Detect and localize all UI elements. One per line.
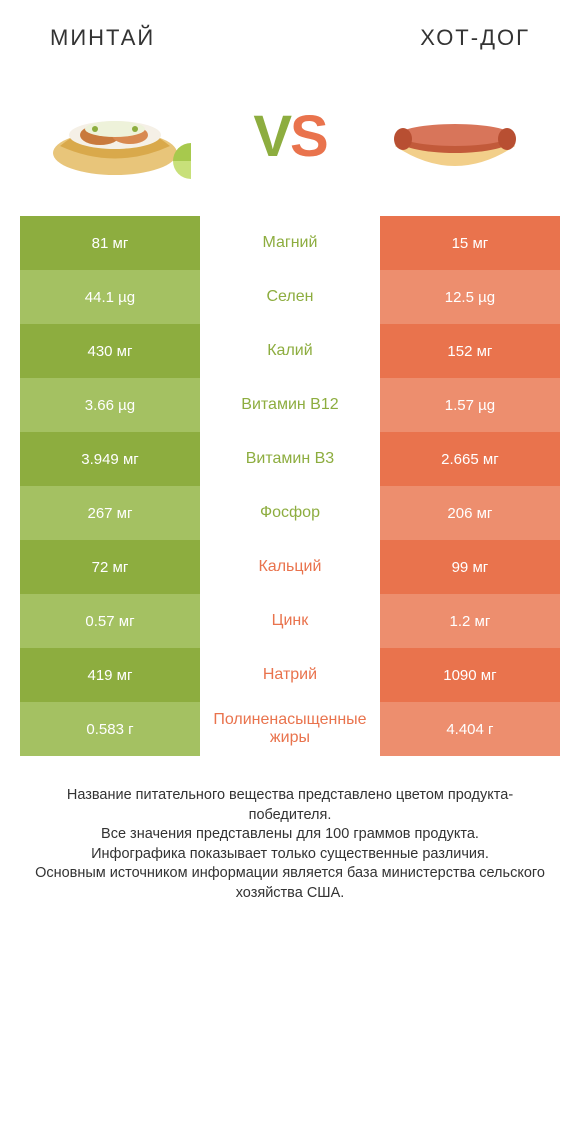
fish-taco-icon: [45, 91, 205, 181]
footnote: Название питательного вещества представл…: [20, 756, 560, 903]
right-value-cell: 152 мг: [380, 324, 560, 378]
left-value-cell: 430 мг: [20, 324, 200, 378]
left-value-cell: 419 мг: [20, 648, 200, 702]
right-value-cell: 2.665 мг: [380, 432, 560, 486]
nutrient-name-cell: Полиненасыщенные жиры: [200, 702, 380, 756]
infographic-container: МИНТАЙ ХОТ-ДОГ VS: [0, 0, 580, 928]
right-value-cell: 12.5 µg: [380, 270, 560, 324]
table-row: 3.66 µgВитамин B121.57 µg: [20, 378, 560, 432]
right-value-cell: 15 мг: [380, 216, 560, 270]
left-value-cell: 44.1 µg: [20, 270, 200, 324]
right-value-cell: 1.57 µg: [380, 378, 560, 432]
nutrient-name-cell: Калий: [200, 324, 380, 378]
nutrient-name-cell: Селен: [200, 270, 380, 324]
right-value-cell: 1.2 мг: [380, 594, 560, 648]
header: МИНТАЙ ХОТ-ДОГ: [20, 25, 560, 71]
left-value-cell: 267 мг: [20, 486, 200, 540]
right-value-cell: 206 мг: [380, 486, 560, 540]
nutrient-name-cell: Кальций: [200, 540, 380, 594]
footnote-line: Инфографика показывает только существенн…: [30, 845, 550, 865]
vs-s-letter: S: [290, 104, 327, 169]
table-row: 419 мгНатрий1090 мг: [20, 648, 560, 702]
vs-v-letter: V: [253, 104, 290, 169]
left-product-title: МИНТАЙ: [50, 25, 155, 51]
table-row: 267 мгФосфор206 мг: [20, 486, 560, 540]
nutrient-name-cell: Цинк: [200, 594, 380, 648]
left-value-cell: 72 мг: [20, 540, 200, 594]
nutrient-name-cell: Витамин B3: [200, 432, 380, 486]
table-row: 0.57 мгЦинк1.2 мг: [20, 594, 560, 648]
nutrient-name-cell: Фосфор: [200, 486, 380, 540]
table-row: 430 мгКалий152 мг: [20, 324, 560, 378]
left-value-cell: 0.57 мг: [20, 594, 200, 648]
right-food-image: [375, 81, 535, 191]
left-value-cell: 81 мг: [20, 216, 200, 270]
left-value-cell: 3.949 мг: [20, 432, 200, 486]
nutrition-table: 81 мгМагний15 мг44.1 µgСелен12.5 µg430 м…: [20, 216, 560, 756]
footnote-line: Основным источником информации является …: [30, 864, 550, 903]
right-value-cell: 4.404 г: [380, 702, 560, 756]
hotdog-icon: [375, 91, 535, 181]
nutrient-name-cell: Витамин B12: [200, 378, 380, 432]
footnote-line: Все значения представлены для 100 граммо…: [30, 825, 550, 845]
left-value-cell: 3.66 µg: [20, 378, 200, 432]
nutrient-name-cell: Натрий: [200, 648, 380, 702]
table-row: 72 мгКальций99 мг: [20, 540, 560, 594]
right-value-cell: 1090 мг: [380, 648, 560, 702]
left-food-image: [45, 81, 205, 191]
vs-label: VS: [253, 103, 326, 170]
right-value-cell: 99 мг: [380, 540, 560, 594]
left-value-cell: 0.583 г: [20, 702, 200, 756]
nutrient-name-cell: Магний: [200, 216, 380, 270]
table-row: 81 мгМагний15 мг: [20, 216, 560, 270]
footnote-line: Название питательного вещества представл…: [30, 786, 550, 825]
images-row: VS: [20, 71, 560, 216]
table-row: 0.583 гПолиненасыщенные жиры4.404 г: [20, 702, 560, 756]
table-row: 3.949 мгВитамин B32.665 мг: [20, 432, 560, 486]
right-product-title: ХОТ-ДОГ: [420, 25, 530, 51]
table-row: 44.1 µgСелен12.5 µg: [20, 270, 560, 324]
